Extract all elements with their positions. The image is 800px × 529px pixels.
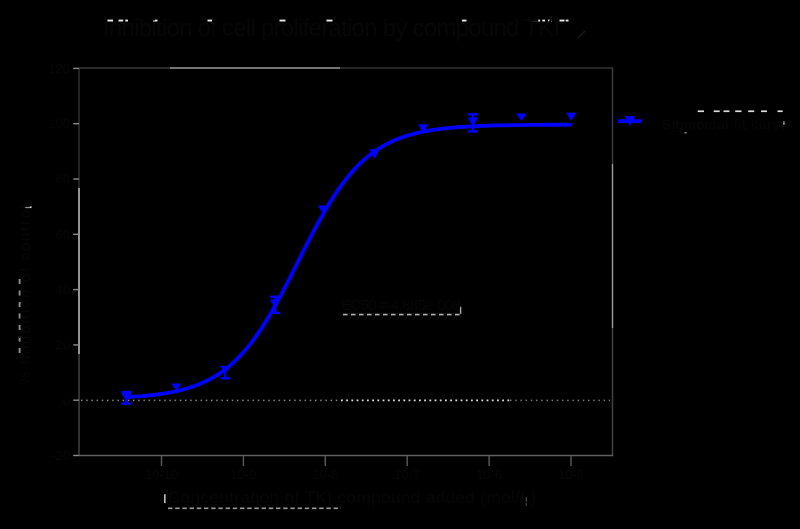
svg-text:10-10: 10-10 [145,467,178,482]
svg-text:120: 120 [48,61,70,76]
svg-text:60: 60 [56,227,70,242]
svg-text:-20: -20 [51,448,70,463]
svg-text:20: 20 [56,337,70,352]
svg-text:10-9: 10-9 [230,467,256,482]
svg-text:Sigmoidal fit curve: Sigmoidal fit curve [662,116,788,132]
svg-text:0: 0 [63,393,70,408]
svg-text:10-6: 10-6 [476,467,502,482]
svg-text:10-7: 10-7 [394,467,420,482]
svg-text:Inhibition of cell proliferati: Inhibition of cell proliferation by comp… [103,15,560,42]
svg-text:100: 100 [48,116,70,131]
svg-text:10-5: 10-5 [558,467,584,482]
svg-text:EC50 = 4.885e-008: EC50 = 4.885e-008 [341,297,461,314]
svg-text:10-8: 10-8 [312,467,338,482]
svg-text:Concentration of TKI compound: Concentration of TKI compound added (mol… [168,488,536,507]
svg-text:40: 40 [56,282,70,297]
svg-text:80: 80 [56,171,70,186]
